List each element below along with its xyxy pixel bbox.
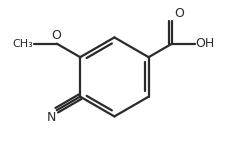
Text: OH: OH (196, 37, 215, 50)
Text: CH₃: CH₃ (12, 39, 33, 49)
Text: N: N (46, 111, 56, 124)
Text: O: O (174, 7, 184, 20)
Text: O: O (51, 29, 61, 42)
